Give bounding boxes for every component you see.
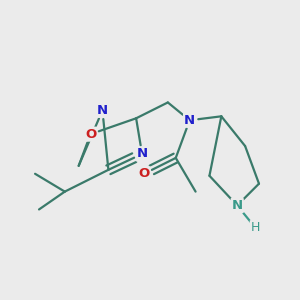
Text: N: N	[97, 104, 108, 117]
Text: H: H	[250, 221, 260, 234]
Text: N: N	[232, 199, 243, 212]
Text: N: N	[184, 114, 195, 127]
Text: O: O	[138, 167, 150, 180]
Text: O: O	[85, 128, 96, 141]
Text: N: N	[136, 148, 148, 160]
